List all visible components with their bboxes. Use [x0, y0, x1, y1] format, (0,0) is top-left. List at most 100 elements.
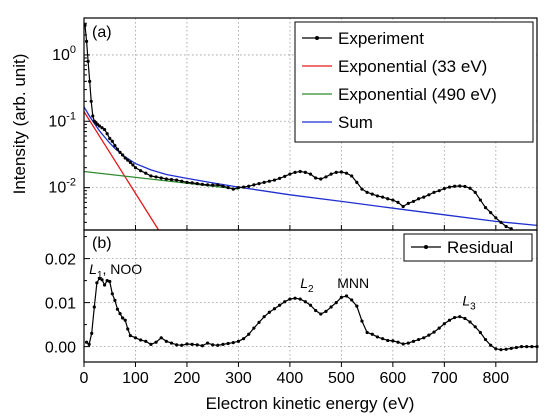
data-point-experiment [89, 99, 93, 103]
data-point-residual [314, 308, 318, 313]
data-point-experiment [401, 204, 405, 209]
panel-b-x-tick-label: 500 [328, 370, 355, 387]
data-point-experiment [159, 176, 163, 180]
data-point-experiment [504, 224, 508, 229]
data-point-experiment [190, 181, 194, 185]
data-point-experiment [86, 59, 90, 63]
data-point-residual [530, 345, 534, 349]
panel-a: 100 10-1 10-2 (a) Intensity (arb. unit) Ex… [10, 17, 538, 231]
data-point-residual [278, 303, 282, 307]
data-point-residual [437, 326, 441, 330]
panel-b-legend: Residual [403, 233, 533, 262]
data-point-experiment [128, 160, 132, 165]
data-point-experiment [118, 150, 122, 154]
data-point-residual [293, 296, 297, 300]
data-point-residual [110, 292, 114, 296]
data-point-residual [87, 342, 91, 346]
data-point-experiment [115, 147, 120, 151]
data-point-experiment [339, 170, 343, 174]
data-point-residual [185, 342, 189, 346]
data-point-residual [216, 343, 220, 347]
data-point-experiment [126, 158, 130, 162]
panel-b-x-tick-label: 600 [380, 370, 407, 387]
data-point-residual [411, 339, 416, 343]
data-point-residual [211, 343, 215, 347]
data-point-residual [262, 315, 266, 319]
data-point-experiment [411, 199, 416, 204]
data-point-residual [195, 343, 199, 347]
data-point-experiment [375, 194, 380, 198]
panel-a-legend-box [294, 21, 534, 143]
data-point-residual [175, 343, 179, 347]
panel-b-x-tick-label: 400 [277, 370, 304, 387]
data-point-residual [319, 312, 323, 316]
panel-b: 0.00 0.01 0.02 0 100 200 300 400 500 600 700 800 (… [45, 229, 539, 387]
peak-annotation: L3 [462, 293, 476, 313]
data-point-residual [169, 341, 174, 345]
data-point-residual [463, 316, 467, 321]
data-point-experiment [365, 190, 369, 194]
data-point-residual [308, 303, 313, 307]
data-point-experiment [236, 186, 241, 190]
data-point-experiment [133, 166, 138, 170]
data-point-experiment [105, 132, 109, 136]
data-point-residual [483, 337, 488, 342]
data-point-residual [427, 333, 431, 337]
data-point-residual [386, 338, 390, 343]
panel-b-y-tick-label: 0.02 [45, 252, 76, 269]
data-point-residual [139, 338, 143, 342]
legend-marker-experiment [315, 36, 319, 40]
data-point-experiment [100, 126, 104, 130]
data-point-experiment [231, 187, 235, 191]
data-point-residual [355, 304, 359, 308]
data-point-experiment [175, 178, 179, 182]
data-point-residual [115, 307, 120, 311]
data-point-residual [267, 310, 271, 314]
data-point-experiment [422, 195, 426, 199]
data-point-residual [205, 341, 210, 345]
data-point-residual [272, 307, 277, 311]
data-point-residual [226, 341, 230, 346]
data-point-experiment [463, 184, 467, 189]
data-point-experiment [473, 190, 477, 194]
data-point-residual [494, 347, 498, 351]
data-point-residual [126, 327, 130, 331]
panel-b-y-tick-label: 0.00 [45, 340, 76, 357]
data-point-residual [519, 345, 524, 349]
data-point-experiment [91, 114, 95, 118]
data-point-residual [468, 320, 472, 324]
data-point-experiment [226, 186, 230, 190]
peak-annotation: MNN [337, 275, 369, 291]
panel-a-legend: Experiment Exponential (33 eV) Exponential… [294, 21, 534, 143]
data-point-experiment [154, 175, 158, 179]
data-point-experiment [262, 180, 266, 184]
data-point-experiment [257, 182, 261, 186]
data-point-residual [396, 340, 400, 344]
panel-a-y-tick-label: 100 [52, 44, 76, 64]
data-point-experiment [216, 183, 220, 187]
data-point-experiment [164, 177, 168, 181]
data-point-experiment [442, 186, 446, 191]
data-point-residual [509, 346, 513, 350]
data-point-experiment [499, 220, 503, 224]
data-point-experiment [211, 183, 215, 187]
data-point-experiment [252, 183, 256, 187]
data-point-residual [102, 283, 107, 287]
data-point-experiment [458, 184, 462, 188]
data-point-residual [108, 279, 112, 284]
data-point-experiment [102, 127, 107, 132]
data-point-experiment [195, 182, 199, 186]
data-point-experiment [453, 184, 457, 188]
legend-label-experiment: Experiment [338, 29, 424, 48]
data-point-residual [164, 339, 168, 343]
data-point-experiment [319, 177, 323, 181]
legend-label-exponential-490-ev: Exponential (490 eV) [338, 85, 497, 104]
data-point-experiment [427, 193, 431, 197]
data-point-experiment [288, 172, 292, 176]
data-point-residual [128, 334, 132, 338]
data-point-residual [350, 298, 354, 302]
data-point-experiment [314, 176, 318, 180]
series-line-exponential-490-ev [83, 170, 239, 190]
data-point-experiment [293, 170, 297, 174]
